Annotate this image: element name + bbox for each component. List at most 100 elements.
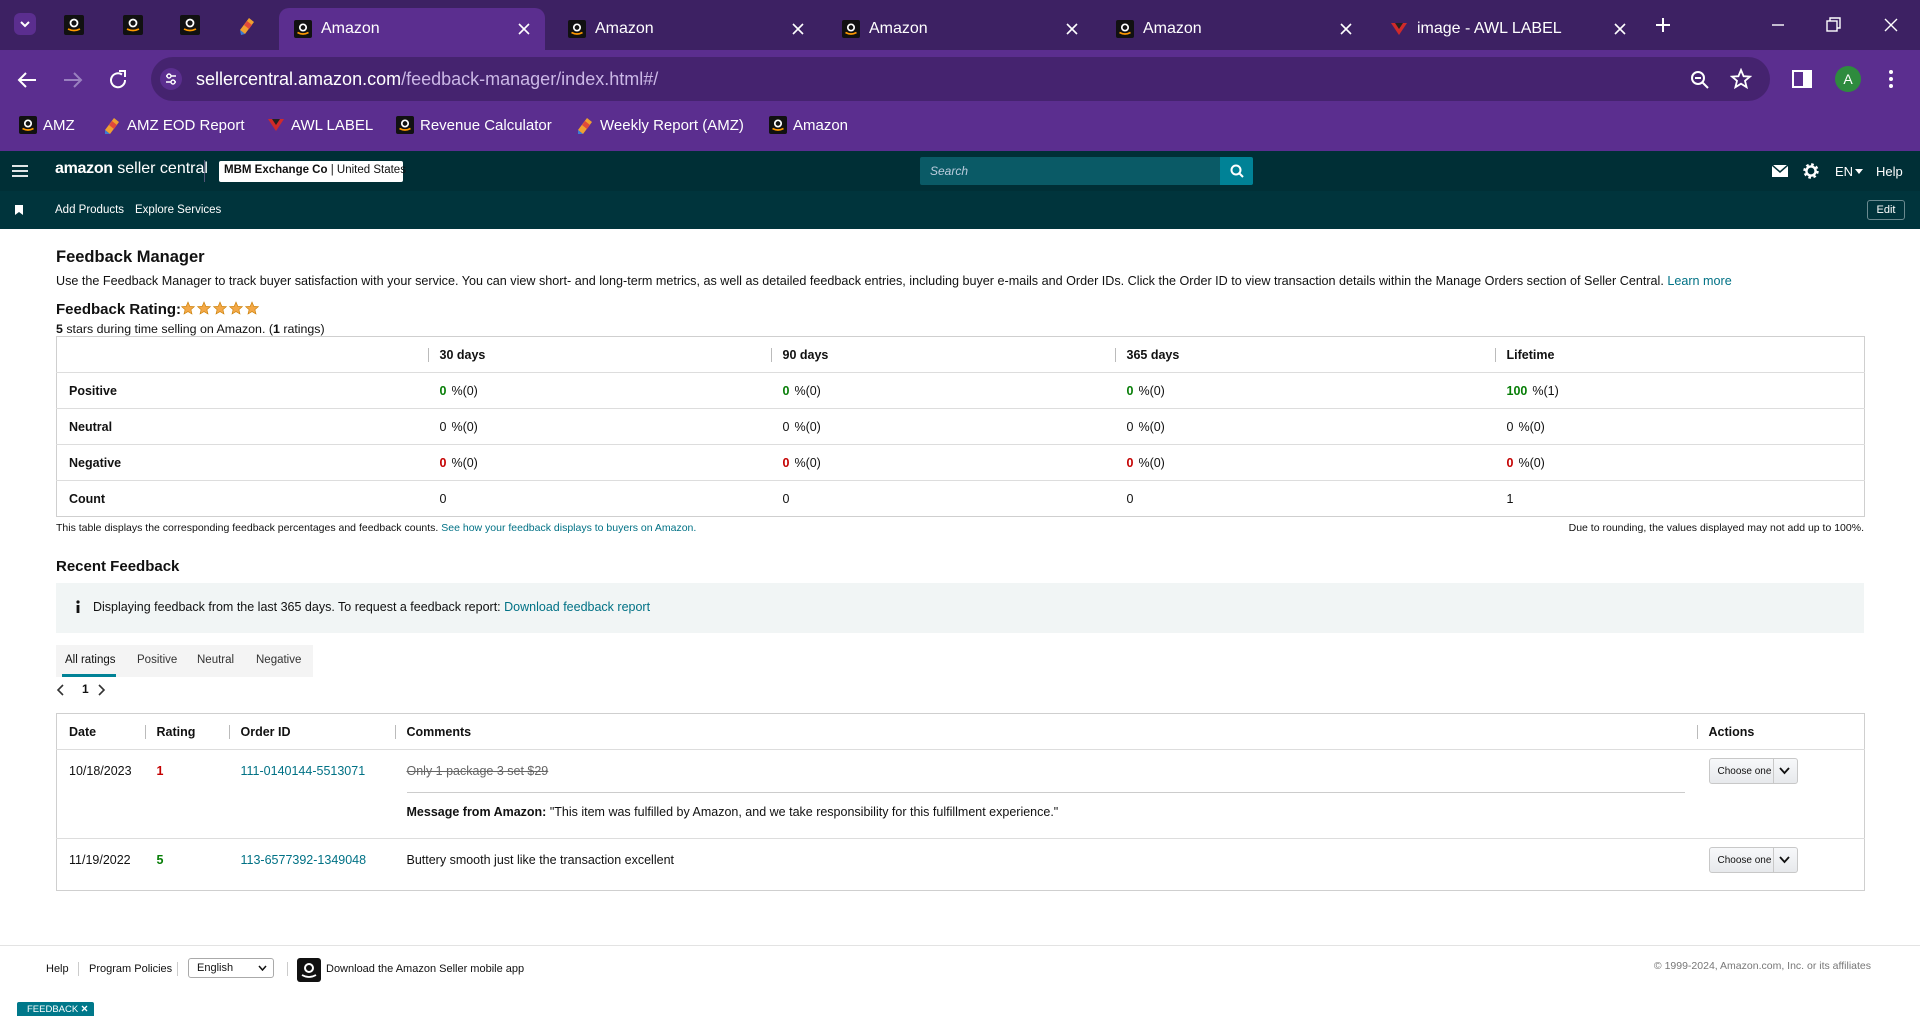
- address-bar[interactable]: [151, 57, 1770, 101]
- browser-tab[interactable]: Amazon: [553, 8, 819, 50]
- bookmark[interactable]: AWL LABEL: [291, 117, 374, 134]
- bookmark-icon: [103, 116, 121, 137]
- bookmark[interactable]: AMZ: [43, 117, 75, 134]
- metric-value: 0: [1126, 491, 1134, 506]
- feedback-tab[interactable]: FEEDBACK: [17, 1002, 94, 1016]
- rating-tabs: All ratings Positive Neutral Negative: [56, 645, 313, 677]
- metric-cell: 0 %(0): [1114, 408, 1495, 445]
- back-button[interactable]: [16, 70, 38, 90]
- reload-button[interactable]: [107, 69, 129, 91]
- summary-text: stars during time selling on Amazon. (: [62, 322, 273, 336]
- app-icon[interactable]: [297, 958, 321, 982]
- settings-icon[interactable]: [1803, 163, 1819, 179]
- download-report-link[interactable]: Download feedback report: [504, 600, 651, 614]
- rating-tab[interactable]: Negative: [256, 654, 302, 666]
- active-tab-underline: [62, 674, 116, 677]
- minimize-button[interactable]: [1768, 15, 1788, 35]
- note-text: This table displays the corresponding fe…: [56, 522, 439, 534]
- tab-search[interactable]: [14, 13, 36, 35]
- next-page[interactable]: [96, 684, 106, 696]
- side-panel-button[interactable]: [1791, 69, 1813, 89]
- browser-tab[interactable]: Amazon: [827, 8, 1093, 50]
- metrics-row: Negative 0 %(0) 0 %(0) 0 %(0) 0 %(0): [56, 444, 1865, 481]
- browser-tab[interactable]: image - AWL LABEL: [1375, 8, 1641, 50]
- prev-page[interactable]: [56, 684, 66, 696]
- account-switcher[interactable]: MBM Exchange Co | United States: [219, 161, 406, 182]
- order-id-link[interactable]: 111-0140144-5513071: [240, 764, 366, 778]
- page-number[interactable]: 1: [82, 682, 89, 696]
- metric-value: 0: [439, 491, 447, 506]
- metric-count: %(1): [1532, 383, 1559, 398]
- hamburger-menu[interactable]: [12, 164, 28, 178]
- menu-button[interactable]: [1886, 68, 1896, 90]
- metrics-table: 30 days 90 days 365 days Lifetime Positive 0…: [56, 336, 1865, 517]
- metric-value: 0: [782, 491, 790, 506]
- comment-cell: Buttery smooth just like the transaction…: [394, 838, 1697, 891]
- metric-value: 0: [1126, 419, 1134, 434]
- column-header: Order ID: [228, 713, 395, 750]
- pinned-tab[interactable]: [180, 15, 200, 35]
- footer-link[interactable]: Help: [46, 963, 69, 975]
- separator: [406, 792, 1685, 793]
- metric-count: %(0): [794, 455, 821, 470]
- app-download-link[interactable]: Download the Amazon Seller mobile app: [326, 963, 525, 975]
- pinned-tab[interactable]: [123, 15, 143, 35]
- learn-more-link[interactable]: Learn more: [1667, 274, 1732, 288]
- search-input[interactable]: Search: [920, 157, 1220, 185]
- rating-tab[interactable]: Neutral: [197, 654, 235, 666]
- bookmark[interactable]: Amazon: [793, 117, 849, 134]
- action-dropdown[interactable]: Choose one: [1708, 847, 1798, 873]
- metric-count: %(0): [451, 419, 478, 434]
- rating: 1: [144, 749, 229, 839]
- bookmark[interactable]: Revenue Calculator: [420, 117, 552, 134]
- search-button[interactable]: [1220, 157, 1253, 185]
- order-id-link[interactable]: 113-6577392-1349048: [240, 853, 367, 867]
- note-link[interactable]: See how your feedback displays to buyers…: [441, 522, 697, 534]
- message-label: Message from Amazon:: [406, 805, 547, 819]
- profile-avatar[interactable]: A: [1835, 66, 1861, 92]
- pinned-tab[interactable]: [237, 15, 257, 35]
- metric-value: 100: [1506, 383, 1528, 398]
- nav-link[interactable]: Add Products: [55, 204, 125, 216]
- edit-button[interactable]: Edit: [1867, 200, 1905, 220]
- help-link[interactable]: Help: [1876, 164, 1903, 179]
- browser-tab[interactable]: Amazon: [279, 8, 545, 50]
- logo-brand: amazon: [55, 160, 113, 177]
- metric-value: 0: [1506, 455, 1514, 470]
- footer-link[interactable]: Program Policies: [89, 963, 173, 975]
- language-selector[interactable]: EN: [1835, 164, 1854, 179]
- account-name: MBM Exchange Co: [224, 164, 328, 176]
- forward-button[interactable]: [62, 70, 84, 90]
- bookmark-icon[interactable]: [15, 205, 23, 215]
- language-caret: [1855, 169, 1863, 174]
- row-label: Negative: [56, 444, 428, 481]
- pinned-tab[interactable]: [64, 15, 84, 35]
- metric-cell: 0 %(0): [770, 444, 1115, 481]
- metric-value: 0: [439, 455, 447, 470]
- metric-count: %(0): [451, 455, 478, 470]
- action-dropdown[interactable]: Choose one: [1708, 758, 1798, 784]
- metrics-header: 30 days 90 days 365 days Lifetime: [57, 336, 1865, 373]
- close-window-button[interactable]: [1881, 15, 1901, 35]
- zoom-icon[interactable]: [1689, 69, 1711, 91]
- date: 10/18/2023: [56, 749, 145, 839]
- metrics-row: Neutral 0 %(0) 0 %(0) 0 %(0) 0 %(0): [56, 408, 1865, 445]
- restore-button[interactable]: [1823, 15, 1843, 35]
- bookmark[interactable]: AMZ EOD Report: [127, 117, 245, 134]
- url[interactable]: sellercentral.amazon.com/feedback-manage…: [196, 69, 658, 90]
- nav-link[interactable]: Explore Services: [135, 204, 222, 216]
- rating-tab[interactable]: All ratings: [65, 654, 116, 666]
- browser-tab[interactable]: Amazon: [1101, 8, 1367, 50]
- site-info-icon[interactable]: [160, 68, 182, 90]
- bookmark[interactable]: Weekly Report (AMZ): [600, 117, 744, 134]
- column-header: 365 days: [1114, 336, 1495, 373]
- rating-tab[interactable]: Positive: [137, 654, 178, 666]
- bookmark-star[interactable]: [1730, 68, 1752, 90]
- rating: 5: [144, 838, 229, 891]
- seller-central-logo[interactable]: amazon seller central: [55, 160, 208, 178]
- new-tab-button[interactable]: [1653, 15, 1673, 35]
- comment: Only 1 package 3 set $29: [406, 764, 549, 778]
- metric-value: 0: [439, 383, 447, 398]
- language-dropdown[interactable]: English: [188, 958, 274, 978]
- mail-icon[interactable]: [1772, 165, 1788, 177]
